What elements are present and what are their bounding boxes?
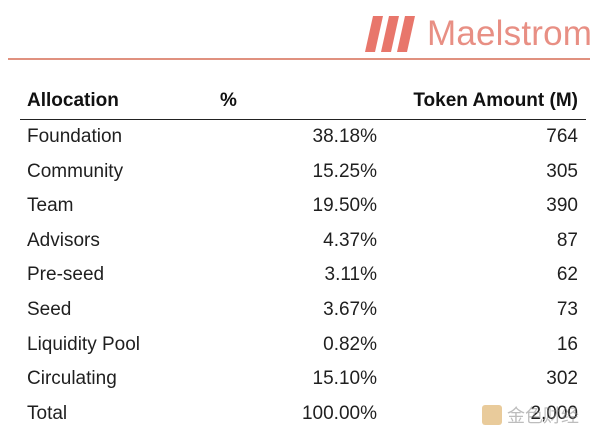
allocation-cell: Liquidity Pool (27, 333, 141, 355)
token-amount-cell: 302 (546, 368, 578, 390)
percent-cell: 38.18% (312, 126, 377, 147)
allocation-cell: Community (27, 160, 124, 182)
table-row: Team 19.50% 390 (0, 189, 600, 223)
percent-cell: 15.10% (312, 368, 377, 390)
token-amount-cell: 390 (546, 195, 578, 217)
table-row: Community 15.25% 305 (0, 155, 600, 189)
percent-cell: 3.67% (323, 299, 377, 320)
token-amount-cell: 73 (556, 299, 578, 320)
percent-cell: 3.11% (324, 264, 377, 286)
token-amount-cell: 87 (556, 229, 578, 251)
token-amount-cell: 764 (546, 126, 578, 147)
table-row: Seed 3.67% 73 (0, 293, 600, 327)
allocation-cell: Seed (27, 299, 72, 320)
table-row: Advisors 4.37% 87 (0, 224, 600, 258)
watermark-logo-icon (482, 405, 502, 425)
table-row: Pre-seed 3.11% 62 (0, 258, 600, 292)
header-divider (20, 119, 586, 120)
maelstrom-stripes-icon (365, 16, 415, 52)
token-amount-cell: 16 (556, 333, 578, 355)
token-amount-cell: 305 (546, 160, 578, 182)
watermark: 金色财经 (482, 402, 579, 428)
allocation-cell: Foundation (27, 126, 123, 147)
percent-cell: 4.37% (323, 229, 377, 251)
percent-cell: 19.50% (312, 195, 377, 217)
allocation-cell: Total (27, 402, 68, 424)
percent-cell: 15.25% (312, 160, 377, 182)
allocation-cell: Pre-seed (27, 264, 105, 286)
token-amount-cell: 62 (556, 264, 578, 286)
percent-cell: 100.00% (301, 402, 377, 424)
header-token-amount: Token Amount (M) (413, 90, 578, 111)
allocation-cell: Team (27, 195, 74, 217)
brand-divider (8, 58, 590, 60)
table-row: Foundation 38.18% 764 (0, 120, 600, 154)
percent-cell: 0.82% (323, 333, 377, 355)
brand-logo: Maelstrom (365, 12, 592, 56)
allocation-cell: Advisors (27, 229, 100, 251)
header-allocation: Allocation (27, 90, 119, 111)
allocation-cell: Circulating (27, 368, 117, 390)
table-row: Total 100.00% 2,000 (0, 397, 600, 431)
token-amount-cell: 2,000 (530, 402, 578, 424)
table-row: Liquidity Pool 0.82% 16 (0, 328, 600, 362)
watermark-text: 金色财经 (507, 406, 579, 426)
brand-name: Maelstrom (427, 14, 593, 53)
header-percent: % (220, 90, 237, 111)
table-row: Circulating 15.10% 302 (0, 362, 600, 396)
table-header: Allocation % Token Amount (M) (0, 84, 600, 118)
